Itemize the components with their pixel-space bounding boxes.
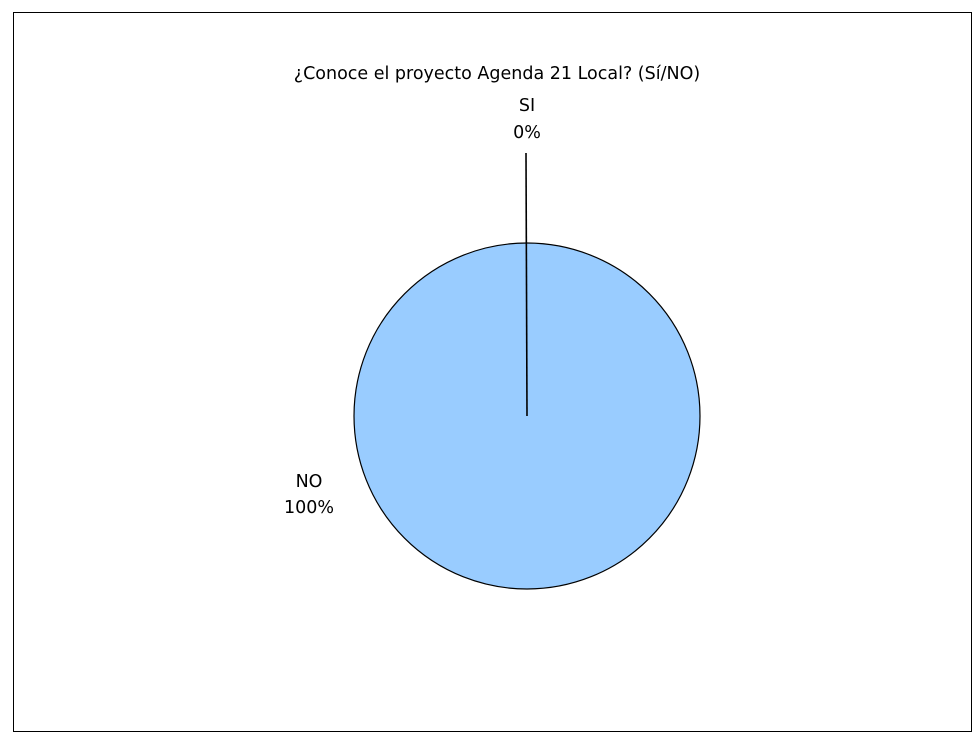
slice-label-si: SI — [519, 96, 535, 116]
slice-label-no: NO — [296, 472, 323, 492]
slice-percent-no: 100% — [284, 498, 334, 518]
leader-line-si — [525, 152, 528, 417]
chart-title: ¿Conoce el proyecto Agenda 21 Local? (Sí… — [294, 64, 700, 84]
slice-percent-si: 0% — [513, 123, 541, 143]
